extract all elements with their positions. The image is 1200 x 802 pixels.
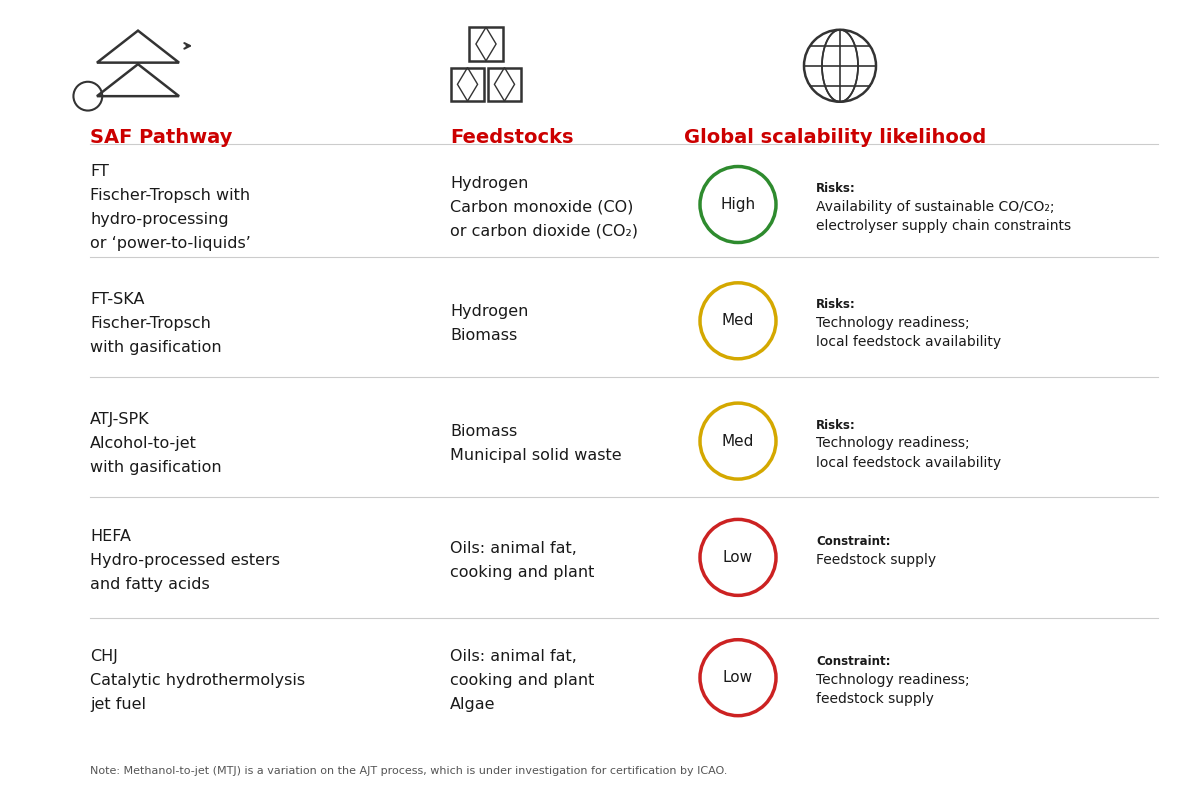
Text: Feedstocks: Feedstocks xyxy=(450,128,574,148)
Text: Availability of sustainable CO/CO₂;: Availability of sustainable CO/CO₂; xyxy=(816,200,1055,213)
Text: cooking and plant: cooking and plant xyxy=(450,565,594,580)
Text: Algae: Algae xyxy=(450,697,496,712)
Text: or ‘power-to-liquids’: or ‘power-to-liquids’ xyxy=(90,236,251,251)
Text: Oils: animal fat,: Oils: animal fat, xyxy=(450,541,577,556)
Text: Technology readiness;: Technology readiness; xyxy=(816,673,970,687)
Text: Med: Med xyxy=(722,314,754,328)
Text: Fischer-Tropsch: Fischer-Tropsch xyxy=(90,316,211,331)
Text: HEFA: HEFA xyxy=(90,529,131,544)
Text: Hydrogen: Hydrogen xyxy=(450,304,528,319)
Text: Global scalability likelihood: Global scalability likelihood xyxy=(684,128,986,148)
Text: FT: FT xyxy=(90,164,109,179)
Text: ATJ-SPK: ATJ-SPK xyxy=(90,412,150,427)
Text: hydro-processing: hydro-processing xyxy=(90,212,229,227)
Text: Low: Low xyxy=(722,550,754,565)
Text: Biomass: Biomass xyxy=(450,424,517,439)
Text: electrolyser supply chain constraints: electrolyser supply chain constraints xyxy=(816,219,1072,233)
Text: Low: Low xyxy=(722,670,754,685)
Text: Risks:: Risks: xyxy=(816,182,856,195)
Text: Carbon monoxide (CO): Carbon monoxide (CO) xyxy=(450,200,634,215)
Text: CHJ: CHJ xyxy=(90,649,118,664)
Text: Feedstock supply: Feedstock supply xyxy=(816,553,936,566)
Bar xyxy=(487,67,521,101)
Text: Risks:: Risks: xyxy=(816,419,856,431)
Text: Oils: animal fat,: Oils: animal fat, xyxy=(450,649,577,664)
Text: Biomass: Biomass xyxy=(450,328,517,343)
Text: and fatty acids: and fatty acids xyxy=(90,577,210,592)
Text: Constraint:: Constraint: xyxy=(816,655,890,668)
Text: Risks:: Risks: xyxy=(816,298,856,311)
Text: Hydrogen: Hydrogen xyxy=(450,176,528,191)
Bar xyxy=(451,67,485,101)
Text: Technology readiness;: Technology readiness; xyxy=(816,436,970,450)
Text: local feedstock availability: local feedstock availability xyxy=(816,456,1001,469)
Text: High: High xyxy=(720,197,756,212)
Text: or carbon dioxide (CO₂): or carbon dioxide (CO₂) xyxy=(450,224,638,239)
Text: Municipal solid waste: Municipal solid waste xyxy=(450,448,622,464)
Bar xyxy=(469,27,503,61)
Text: Constraint:: Constraint: xyxy=(816,535,890,548)
Text: with gasification: with gasification xyxy=(90,340,222,355)
Text: Hydro-processed esters: Hydro-processed esters xyxy=(90,553,280,568)
Text: FT-SKA: FT-SKA xyxy=(90,292,144,307)
Text: jet fuel: jet fuel xyxy=(90,697,146,712)
Text: cooking and plant: cooking and plant xyxy=(450,673,594,688)
Text: Fischer-Tropsch with: Fischer-Tropsch with xyxy=(90,188,250,203)
Text: SAF Pathway: SAF Pathway xyxy=(90,128,233,148)
Text: Catalytic hydrothermolysis: Catalytic hydrothermolysis xyxy=(90,673,305,688)
Text: Med: Med xyxy=(722,434,754,448)
Text: feedstock supply: feedstock supply xyxy=(816,692,934,706)
Text: Alcohol-to-jet: Alcohol-to-jet xyxy=(90,436,197,452)
Text: with gasification: with gasification xyxy=(90,460,222,476)
Text: local feedstock availability: local feedstock availability xyxy=(816,335,1001,349)
Text: Technology readiness;: Technology readiness; xyxy=(816,316,970,330)
Text: Note: Methanol-to-jet (MTJ) is a variation on the AJT process, which is under in: Note: Methanol-to-jet (MTJ) is a variati… xyxy=(90,766,727,776)
